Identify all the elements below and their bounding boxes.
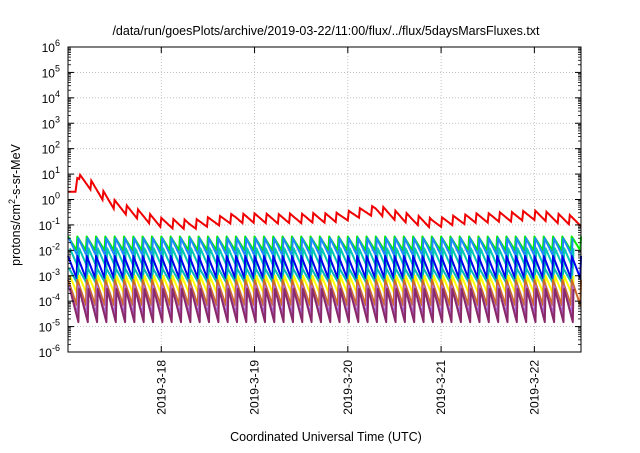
series-line-red	[68, 172, 582, 231]
y-tick-label: 104	[42, 89, 60, 106]
y-tick-label-base: 10	[39, 219, 53, 233]
y-tick-label-exponent: -2	[52, 241, 60, 251]
y-tick-label-base: 10	[39, 244, 53, 258]
y-tick-label-base: 10	[39, 295, 53, 309]
y-tick-label: 101	[42, 165, 60, 182]
y-tick-label-base: 10	[42, 92, 56, 106]
y-tick-label: 10-2	[39, 241, 60, 258]
y-axis-title-superscript: 2	[7, 199, 17, 204]
y-tick-label: 106	[42, 38, 60, 55]
y-tick-label: 102	[42, 140, 60, 157]
y-tick-label-base: 10	[42, 66, 56, 80]
y-tick-label-base: 10	[39, 346, 53, 360]
y-tick-label: 105	[42, 63, 60, 80]
series-line-band	[68, 247, 575, 270]
y-tick-label-exponent: 4	[55, 89, 60, 99]
y-tick-label-exponent: 5	[55, 63, 60, 73]
x-tick-label: 2019-3-19	[248, 360, 262, 415]
chart-title: /data/run/goesPlots/archive/2019-03-22/1…	[112, 24, 540, 38]
y-tick-label-exponent: 6	[55, 38, 60, 48]
y-tick-label-exponent: -3	[52, 267, 60, 277]
y-tick-label-base: 10	[42, 117, 56, 131]
y-tick-label: 103	[42, 114, 60, 131]
y-tick-label-exponent: 2	[55, 140, 60, 150]
series-line-band	[68, 274, 575, 298]
y-tick-label-exponent: -6	[52, 343, 60, 353]
y-tick-label-base: 10	[39, 321, 53, 335]
y-tick-label: 10-6	[39, 343, 60, 360]
y-tick-label-base: 10	[39, 270, 53, 284]
series-line-band	[68, 288, 575, 324]
y-tick-label: 10-5	[39, 318, 60, 335]
y-tick-label: 100	[42, 191, 60, 208]
y-tick-label-base: 10	[42, 41, 56, 55]
series-line-band	[68, 267, 574, 285]
y-tick-label-exponent: -1	[52, 216, 60, 226]
x-tick-label: 2019-3-22	[527, 360, 541, 415]
series-line-band	[67, 278, 582, 307]
y-tick-label-base: 10	[42, 143, 56, 157]
y-tick-label-exponent: -5	[52, 318, 60, 328]
y-tick-label-base: 10	[42, 194, 56, 208]
y-tick-label-exponent: 3	[55, 114, 60, 124]
y-axis-title-part-2: -s-sr-MeV	[9, 143, 23, 199]
y-tick-label-exponent: 0	[55, 191, 60, 201]
y-tick-label-base: 10	[42, 168, 56, 182]
x-tick-label: 2019-3-18	[154, 360, 168, 415]
series-line-band	[67, 255, 582, 280]
axis-ticks: 10-610-510-410-310-210-11001011021031041…	[39, 38, 581, 415]
y-tick-label-exponent: -4	[52, 292, 60, 302]
y-axis-title: protons/cm2-s-sr-MeV	[7, 143, 23, 265]
y-tick-label-exponent: 1	[55, 165, 60, 175]
y-axis-title-part-1: protons/cm	[9, 204, 23, 266]
y-tick-label: 10-3	[39, 267, 60, 284]
y-tick-label: 10-4	[39, 292, 60, 309]
y-tick-label: 10-1	[39, 216, 60, 233]
series-line-band	[67, 284, 574, 316]
series-lines	[67, 172, 582, 324]
series-line-band	[67, 237, 574, 257]
x-tick-label: 2019-3-21	[434, 360, 448, 415]
x-axis-title: Coordinated Universal Time (UTC)	[230, 430, 422, 444]
x-tick-label: 2019-3-20	[341, 360, 355, 415]
